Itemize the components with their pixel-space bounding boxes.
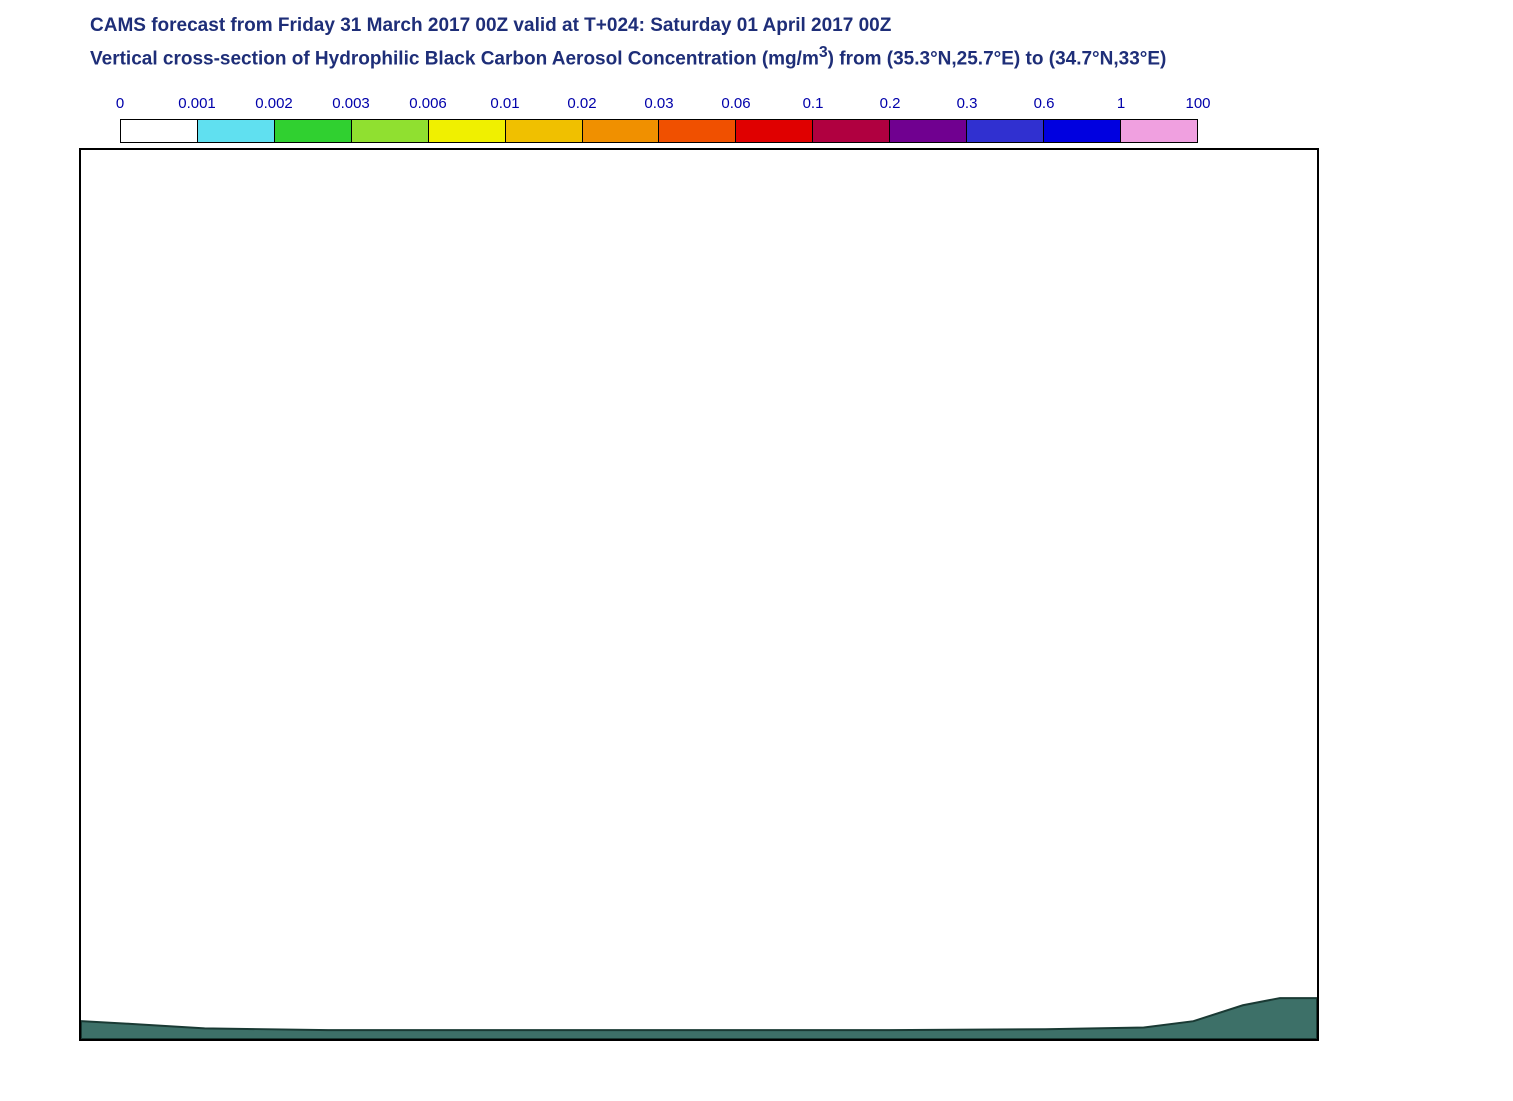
chart-title-block: CAMS forecast from Friday 31 March 2017 … [90,12,1166,73]
colorbar: 00.0010.0020.0030.0060.010.020.030.060.1… [120,95,1198,143]
colorbar-label: 0.003 [332,95,370,112]
colorbar-label: 0.02 [567,95,596,112]
chart-title-line1: CAMS forecast from Friday 31 March 2017 … [90,12,1166,41]
colorbar-label: 0.006 [409,95,447,112]
colorbar-label: 0.3 [957,95,978,112]
y-tick: 400 [79,420,81,444]
colorbar-label: 0.01 [490,95,519,112]
title-line2-suffix: ) from (35.3°N,25.7°E) to (34.7°N,33°E) [828,48,1167,69]
colorbar-swatch [121,120,198,142]
x-tick: 35.28°N/26°E [79,1039,194,1041]
colorbar-swatch [1044,120,1121,142]
x-tick-mark [799,1039,801,1041]
x-tick: 35.11°N/28°E [402,1039,528,1041]
colorbar-swatch [352,120,429,142]
x-tick: 34.78°N/32°E [1084,1039,1212,1041]
colorbar-label: 0.001 [178,95,216,112]
title-line2-sup: 3 [819,44,828,61]
colorbar-swatch [659,120,736,142]
y-tick-mark [79,995,81,997]
colorbar-swatch [1121,120,1197,142]
colorbar-swatch [198,120,275,142]
colorbar-swatches [120,119,1198,143]
colorbar-label: 0 [116,95,124,112]
y-tick-mark [79,431,81,433]
colorbar-label: 0.1 [803,95,824,112]
colorbar-label: 0.002 [255,95,293,112]
colorbar-label: 0.03 [644,95,673,112]
y-tick: 800 [79,796,81,820]
chart-title-line2: Vertical cross-section of Hydrophilic Bl… [90,41,1166,74]
colorbar-label: 1 [1117,95,1125,112]
colorbar-swatch [506,120,583,142]
x-tick-mark [130,1039,132,1041]
y-tick-mark [79,243,81,245]
colorbar-swatch [967,120,1044,142]
colorbar-swatch [890,120,967,142]
colorbar-swatch [813,120,890,142]
colorbar-labels: 00.0010.0020.0030.0060.010.020.030.060.1… [120,95,1198,115]
colorbar-label: 0.6 [1034,95,1055,112]
y-tick: 1000 [79,984,81,1008]
colorbar-swatch [275,120,352,142]
colorbar-label: 0.2 [880,95,901,112]
colorbar-label: 100 [1185,95,1210,112]
x-tick: 34.95°N/30°E [736,1039,864,1041]
y-tick: 600 [79,608,81,632]
y-tick-mark [79,619,81,621]
terrain-polygon [81,150,1317,1039]
x-tick-mark [1146,1039,1148,1041]
y-tick: 200 [79,232,81,256]
y-tick-mark [79,807,81,809]
colorbar-swatch [736,120,813,142]
colorbar-swatch [429,120,506,142]
x-tick-mark [464,1039,466,1041]
colorbar-label: 0.06 [721,95,750,112]
title-line2-prefix: Vertical cross-section of Hydrophilic Bl… [90,48,819,69]
plot-area: 200 400 600 800 1000 35.28°N/26°E 35.11°N/28°E… [79,148,1319,1041]
colorbar-swatch [583,120,660,142]
